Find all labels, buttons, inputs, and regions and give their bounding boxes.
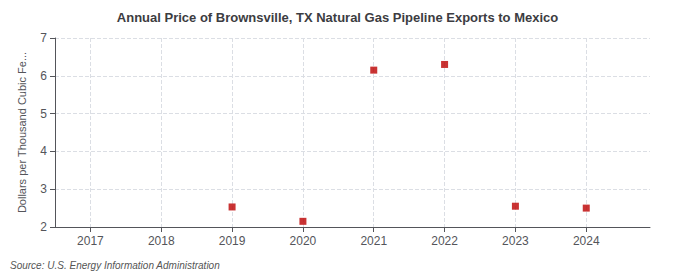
svg-text:3: 3 xyxy=(40,182,47,196)
svg-text:Annual Price of Brownsville, T: Annual Price of Brownsville, TX Natural … xyxy=(117,10,558,25)
svg-text:2021: 2021 xyxy=(360,234,387,248)
svg-text:Dollars per Thousand Cubic Fe.: Dollars per Thousand Cubic Fe... xyxy=(16,52,28,213)
svg-text:4: 4 xyxy=(40,144,47,158)
svg-text:2020: 2020 xyxy=(290,234,317,248)
svg-text:2023: 2023 xyxy=(502,234,529,248)
svg-text:2024: 2024 xyxy=(573,234,600,248)
svg-text:7: 7 xyxy=(40,31,47,45)
svg-text:5: 5 xyxy=(40,107,47,121)
svg-text:2017: 2017 xyxy=(77,234,104,248)
svg-text:Source: U.S. Energy Informatio: Source: U.S. Energy Information Administ… xyxy=(10,260,220,271)
svg-text:2022: 2022 xyxy=(431,234,458,248)
svg-text:6: 6 xyxy=(40,69,47,83)
svg-text:2: 2 xyxy=(40,220,47,234)
svg-text:2019: 2019 xyxy=(219,234,246,248)
svg-text:2018: 2018 xyxy=(148,234,175,248)
